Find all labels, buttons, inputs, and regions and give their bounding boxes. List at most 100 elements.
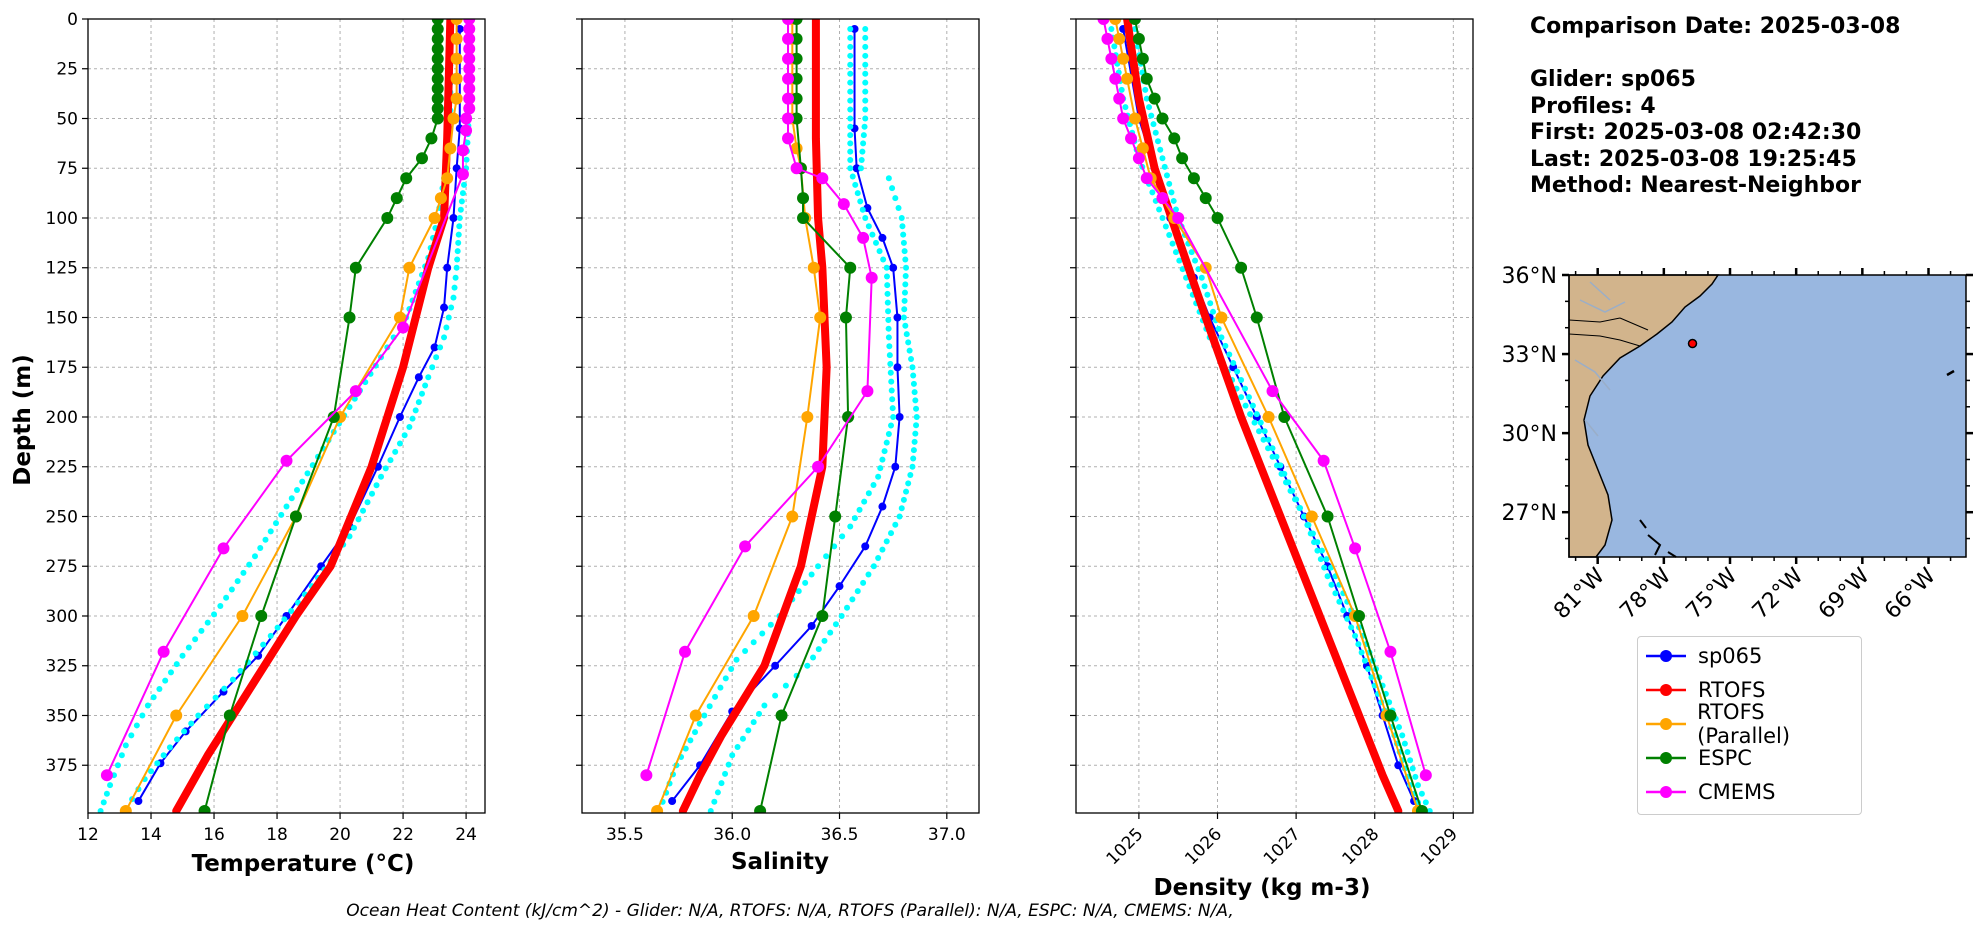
data-point-profile-spread: [903, 331, 910, 338]
data-point-profile-spread: [1150, 121, 1157, 128]
data-point-cmems: [463, 42, 476, 55]
data-point-cmems: [1101, 32, 1114, 45]
data-point-profile-spread: [892, 521, 899, 528]
data-point-profile-spread: [1261, 428, 1268, 435]
data-point-profile-spread: [429, 364, 436, 371]
legend-swatch: [1646, 684, 1686, 696]
data-point-cmems: [463, 32, 476, 45]
x-tick-label: 18: [266, 825, 288, 845]
data-point-profile-spread: [860, 579, 867, 586]
y-tick-label: 250: [46, 507, 78, 527]
data-point-sp065: [891, 462, 900, 471]
data-point-profile-spread: [908, 355, 915, 362]
data-point-espc: [431, 102, 444, 115]
data-point-profile-spread: [97, 808, 104, 813]
data-point-espc: [790, 32, 803, 45]
data-point-cmems: [679, 645, 692, 658]
data-point-profile-spread: [150, 694, 157, 701]
data-point-espc: [775, 709, 788, 722]
data-point-profile-spread: [351, 524, 358, 531]
data-point-profile-spread: [875, 554, 882, 561]
data-point-profile-spread: [1247, 411, 1254, 418]
data-point-profile-spread: [382, 465, 389, 472]
data-point-cmems: [397, 321, 410, 334]
data-point-profile-spread: [847, 148, 854, 155]
info-spacer: [1530, 41, 1900, 68]
y-tick-label: 25: [56, 60, 78, 80]
data-point-profile-spread: [847, 123, 854, 130]
series-line-espc: [759, 19, 852, 813]
map-lon-label: 66°W: [1880, 563, 1941, 624]
data-point-espc: [1156, 112, 1169, 125]
data-point-profile-spread: [1156, 206, 1163, 213]
data-point-profile-spread: [433, 354, 440, 361]
data-point-profile-spread: [1323, 556, 1330, 563]
data-point-profile-spread: [910, 447, 917, 454]
data-point-profile-spread: [396, 440, 403, 447]
series-line-rtofs-parallel-: [1114, 19, 1419, 813]
data-point-cmems: [640, 769, 653, 782]
y-tick-label: 125: [46, 259, 78, 279]
data-point-espc: [1148, 92, 1161, 105]
data-point-profile-spread: [288, 495, 295, 502]
data-point-cmems: [1105, 52, 1118, 65]
data-point-profile-spread: [1159, 214, 1166, 221]
data-point-profile-spread: [879, 546, 886, 553]
data-point-profile-spread: [761, 702, 768, 709]
data-point-profile-spread: [907, 472, 914, 479]
data-point-profile-spread: [912, 430, 919, 437]
y-tick-label: 75: [56, 159, 78, 179]
data-point-profile-spread: [409, 415, 416, 422]
data-point-profile-spread: [1218, 334, 1225, 341]
density-axis-label: Density (kg m-3): [1154, 875, 1371, 901]
data-point-profile-spread: [1166, 180, 1173, 187]
data-point-profile-spread: [1192, 257, 1199, 264]
data-point-rtofs-parallel-: [814, 311, 827, 324]
data-point-cmems: [857, 231, 870, 244]
data-point-profile-spread: [1418, 790, 1425, 797]
data-point-cmems: [280, 454, 293, 467]
data-point-profile-spread: [852, 181, 859, 188]
data-point-cmems: [812, 460, 825, 473]
data-point-profile-spread: [892, 195, 899, 202]
data-point-sp065: [893, 313, 902, 322]
data-point-profile-spread: [849, 173, 856, 180]
data-point-profile-spread: [252, 650, 259, 657]
data-point-profile-spread: [901, 289, 908, 296]
data-point-profile-spread: [909, 463, 916, 470]
data-point-cmems: [782, 32, 795, 45]
data-point-profile-spread: [156, 685, 163, 692]
data-point-profile-spread: [448, 304, 455, 311]
data-point-profile-spread: [1293, 496, 1300, 503]
data-point-profile-spread: [875, 473, 882, 480]
data-point-profile-spread: [1230, 359, 1237, 366]
data-point-profile-spread: [733, 656, 740, 663]
data-point-espc: [431, 92, 444, 105]
data-point-profile-spread: [888, 530, 895, 537]
data-point-espc: [431, 32, 444, 45]
data-point-profile-spread: [847, 79, 854, 86]
data-point-sp065: [895, 412, 904, 421]
data-point-profile-spread: [228, 586, 235, 593]
data-point-profile-spread: [886, 352, 893, 359]
data-point-profile-spread: [1269, 445, 1276, 452]
data-point-profile-spread: [1399, 732, 1406, 739]
data-point-profile-spread: [174, 736, 181, 743]
map-lat-label: 30°N: [1502, 422, 1557, 447]
data-point-profile-spread: [1253, 411, 1260, 418]
data-point-cmems: [861, 385, 874, 398]
data-point-espc: [1136, 52, 1149, 65]
data-point-cmems: [463, 62, 476, 75]
data-point-profile-spread: [1226, 351, 1233, 358]
data-point-espc: [1384, 709, 1397, 722]
data-point-cmems: [1097, 19, 1110, 25]
data-point-profile-spread: [272, 520, 279, 527]
data-point-profile-spread: [299, 478, 306, 485]
data-point-profile-spread: [369, 490, 376, 497]
data-point-rtofs-parallel-: [1136, 142, 1149, 155]
data-point-profile-spread: [198, 627, 205, 634]
data-point-profile-spread: [910, 455, 917, 462]
data-point-espc: [327, 410, 340, 423]
data-point-profile-spread: [847, 70, 854, 77]
data-point-profile-spread: [859, 206, 866, 213]
